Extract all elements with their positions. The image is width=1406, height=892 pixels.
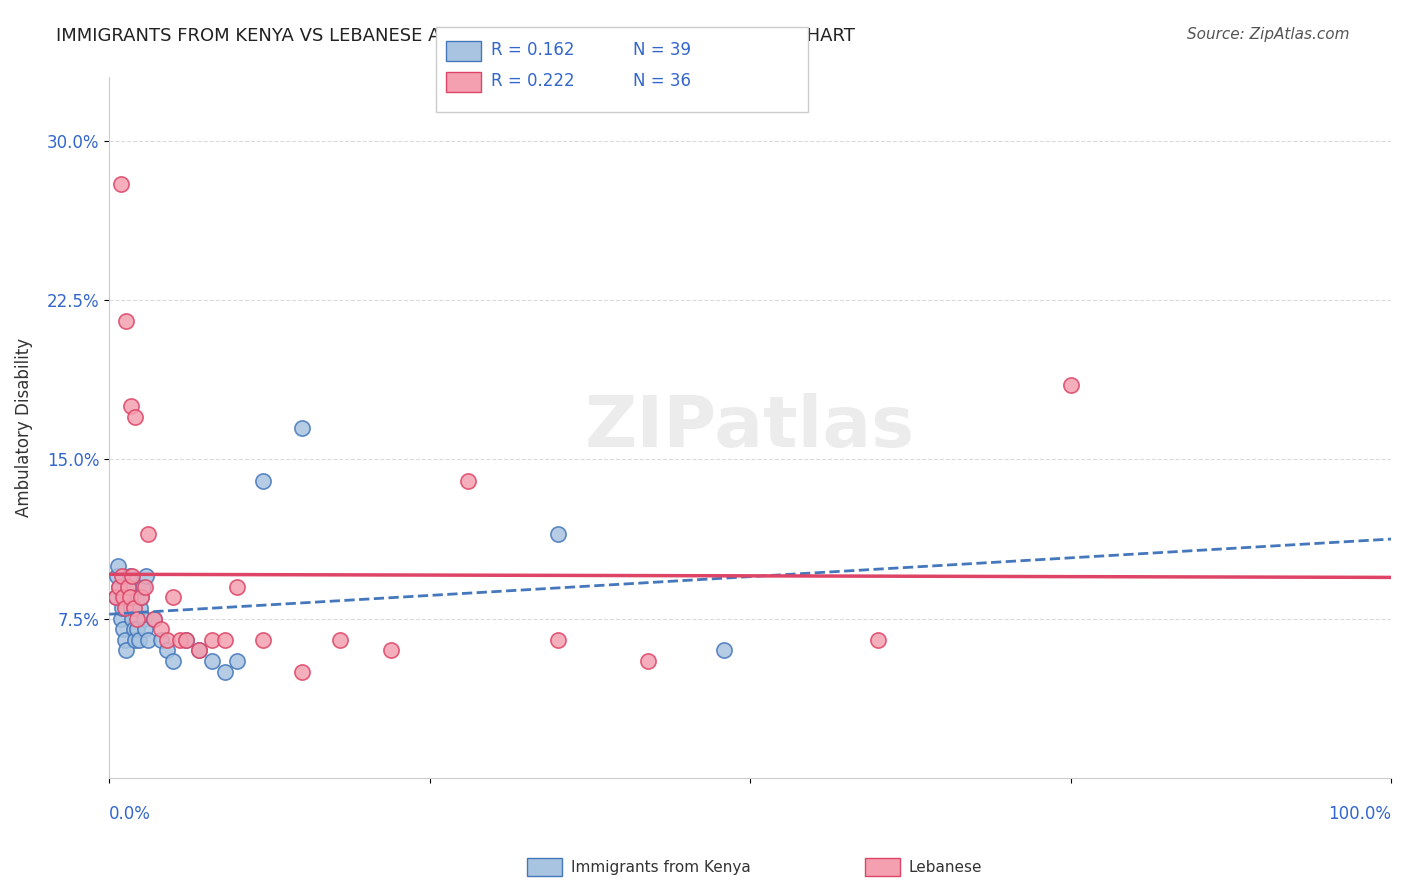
Point xyxy=(637,654,659,668)
Point xyxy=(214,665,236,679)
Point xyxy=(226,580,249,594)
Point xyxy=(149,632,172,647)
Point xyxy=(132,611,155,625)
Point xyxy=(547,632,569,647)
Point xyxy=(120,601,142,615)
Point xyxy=(114,601,136,615)
Point xyxy=(1059,378,1081,392)
Point xyxy=(115,643,138,657)
Text: ZIPatlas: ZIPatlas xyxy=(585,393,915,462)
Point xyxy=(112,591,135,605)
Point xyxy=(214,632,236,647)
Point xyxy=(122,601,145,615)
Point xyxy=(188,643,211,657)
Point xyxy=(201,632,224,647)
Point xyxy=(143,611,166,625)
Point xyxy=(105,569,128,583)
Point xyxy=(118,569,141,583)
Point xyxy=(115,591,138,605)
Point xyxy=(457,474,479,488)
Point xyxy=(127,622,149,636)
Point xyxy=(252,474,274,488)
Point xyxy=(117,580,139,594)
Point xyxy=(380,643,402,657)
Text: N = 36: N = 36 xyxy=(633,72,690,90)
Point xyxy=(226,654,249,668)
Point xyxy=(162,591,184,605)
Point xyxy=(868,632,890,647)
Point xyxy=(329,632,352,647)
Point xyxy=(114,632,136,647)
Point xyxy=(125,591,148,605)
Point xyxy=(121,569,143,583)
Text: N = 39: N = 39 xyxy=(633,41,690,59)
Text: Lebanese: Lebanese xyxy=(908,860,981,874)
Text: Immigrants from Kenya: Immigrants from Kenya xyxy=(571,860,751,874)
Point xyxy=(108,580,131,594)
Point xyxy=(129,601,152,615)
Point xyxy=(118,591,141,605)
Point xyxy=(122,622,145,636)
Point xyxy=(124,632,146,647)
Point xyxy=(134,622,156,636)
Point xyxy=(124,409,146,424)
Point xyxy=(104,591,127,605)
Point xyxy=(713,643,735,657)
Point xyxy=(174,632,197,647)
Point xyxy=(131,580,153,594)
Point xyxy=(162,654,184,668)
Point xyxy=(108,580,131,594)
Text: R = 0.222: R = 0.222 xyxy=(491,72,574,90)
Point xyxy=(120,400,142,414)
Point xyxy=(149,622,172,636)
Text: Source: ZipAtlas.com: Source: ZipAtlas.com xyxy=(1187,27,1350,42)
Point xyxy=(156,643,179,657)
Point xyxy=(290,665,312,679)
Point xyxy=(136,632,159,647)
Point xyxy=(290,420,312,434)
Point xyxy=(129,591,152,605)
Text: IMMIGRANTS FROM KENYA VS LEBANESE AMBULATORY DISABILITY CORRELATION CHART: IMMIGRANTS FROM KENYA VS LEBANESE AMBULA… xyxy=(56,27,855,45)
Point xyxy=(111,601,134,615)
Point xyxy=(547,526,569,541)
Point xyxy=(117,580,139,594)
Point xyxy=(128,632,150,647)
Text: 100.0%: 100.0% xyxy=(1329,805,1391,823)
Point xyxy=(110,611,132,625)
Point xyxy=(107,558,129,573)
Point xyxy=(136,526,159,541)
Point xyxy=(252,632,274,647)
Point xyxy=(201,654,224,668)
Text: 0.0%: 0.0% xyxy=(110,805,150,823)
Point xyxy=(188,643,211,657)
Y-axis label: Ambulatory Disability: Ambulatory Disability xyxy=(15,338,32,517)
Point xyxy=(169,632,191,647)
Point xyxy=(143,611,166,625)
Point xyxy=(135,569,157,583)
Point xyxy=(111,569,134,583)
Point xyxy=(112,622,135,636)
Point xyxy=(115,314,138,328)
Point xyxy=(104,591,127,605)
Text: R = 0.162: R = 0.162 xyxy=(491,41,574,59)
Point xyxy=(127,611,149,625)
Point xyxy=(110,177,132,191)
Point xyxy=(174,632,197,647)
Point xyxy=(129,591,152,605)
Point xyxy=(121,611,143,625)
Point xyxy=(134,580,156,594)
Point xyxy=(156,632,179,647)
